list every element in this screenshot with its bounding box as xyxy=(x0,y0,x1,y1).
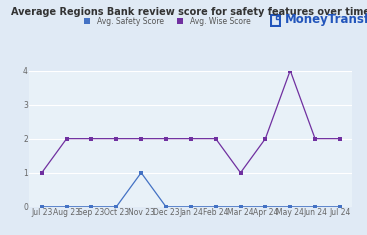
Legend: Avg. Safety Score, Avg. Wise Score: Avg. Safety Score, Avg. Wise Score xyxy=(79,17,251,26)
Text: MoneyTransfers.com: MoneyTransfers.com xyxy=(284,13,367,26)
Text: Average Regions Bank review score for safety features over time: Average Regions Bank review score for sa… xyxy=(11,7,367,17)
